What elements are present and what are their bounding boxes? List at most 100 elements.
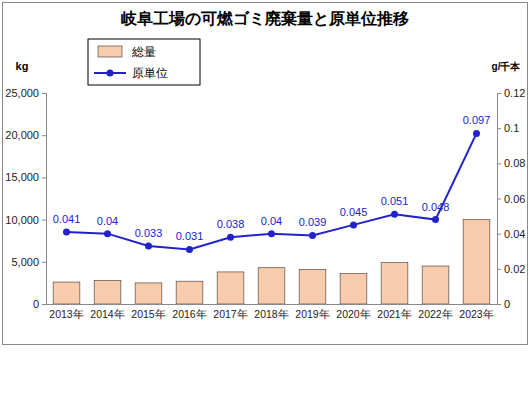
- tick-label: 2016年: [172, 308, 206, 320]
- legend-label: 総量: [131, 45, 156, 59]
- tick-mark: [497, 234, 501, 235]
- tick: 25,000: [5, 87, 46, 99]
- legend-box: [88, 39, 200, 85]
- data-label: 0.038: [217, 218, 245, 230]
- y2-axis: 0 0.02 0.04 0.06 0.08 0.1 0.12: [497, 87, 525, 310]
- data-label: 0.097: [463, 114, 491, 126]
- tick-label: 2014年: [90, 308, 124, 320]
- bar: [135, 283, 162, 304]
- data-label: 0.039: [299, 216, 327, 228]
- tick-label: 0: [504, 298, 510, 310]
- tick-label: 0.08: [504, 157, 525, 169]
- tick-mark: [497, 163, 501, 164]
- tick-label: 5,000: [11, 256, 39, 268]
- tick-label: 2023年: [459, 308, 493, 320]
- tick: 2019年: [295, 304, 329, 320]
- tick: 0.08: [497, 157, 525, 169]
- axis-line: [498, 94, 502, 305]
- tick: 2016年: [172, 304, 206, 320]
- chart-frame: [3, 3, 528, 345]
- tick: 0.12: [497, 87, 525, 99]
- marker: [145, 242, 152, 249]
- data-label: 0.04: [261, 215, 282, 227]
- tick: 0.02: [497, 263, 525, 275]
- tick: 0.06: [497, 193, 525, 205]
- data-label: 0.041: [53, 213, 81, 225]
- bar: [217, 272, 244, 304]
- tick: 2017年: [213, 304, 247, 320]
- tick: 20,000: [5, 129, 46, 141]
- marker: [104, 230, 111, 237]
- tick-label: 0.12: [504, 87, 525, 99]
- tick: 2020年: [336, 304, 370, 320]
- tick: 0.1: [497, 122, 519, 134]
- marker: [63, 228, 70, 235]
- tick: 10,000: [5, 214, 46, 226]
- tick: 2023年: [459, 304, 493, 320]
- marker: [432, 216, 439, 223]
- tick-label: 0.04: [504, 228, 525, 240]
- y-axis-title: kg: [16, 60, 29, 72]
- marker: [473, 130, 480, 137]
- legend-swatch: [98, 46, 122, 57]
- bar: [340, 274, 367, 304]
- axis-line: [42, 94, 47, 305]
- tick-label: 0.1: [504, 122, 519, 134]
- tick: 0.04: [497, 228, 525, 240]
- tick-mark: [42, 304, 46, 305]
- tick: 0: [497, 298, 510, 310]
- tick: 2013年: [49, 304, 83, 320]
- marker: [186, 246, 193, 253]
- marker: [350, 221, 357, 228]
- tick-label: 2020年: [336, 308, 370, 320]
- tick-label: 10,000: [5, 214, 39, 226]
- marker: [227, 234, 234, 241]
- bar: [258, 268, 285, 304]
- tick-label: 0.02: [504, 263, 525, 275]
- tick: 0: [33, 298, 46, 310]
- tick-mark: [42, 262, 46, 263]
- tick: 2015年: [131, 304, 165, 320]
- tick: 2021年: [377, 304, 411, 320]
- marker: [268, 230, 275, 237]
- data-label: 0.04: [97, 215, 118, 227]
- tick-label: 20,000: [5, 129, 39, 141]
- bar: [381, 263, 408, 304]
- tick-label: 2022年: [418, 308, 452, 320]
- tick: 2018年: [254, 304, 288, 320]
- tick-mark: [42, 177, 46, 178]
- bar: [176, 281, 203, 304]
- tick-mark: [497, 128, 501, 129]
- legend-marker: [107, 70, 114, 77]
- tick-mark: [497, 269, 501, 270]
- bar: [299, 269, 326, 304]
- tick-label: 0.06: [504, 193, 525, 205]
- tick-label: 2013年: [49, 308, 83, 320]
- tick-mark: [42, 220, 46, 221]
- data-labels: 0.0410.040.0330.0310.0380.040.0390.0450.…: [53, 114, 491, 242]
- tick-label: 15,000: [5, 171, 39, 183]
- tick-mark: [42, 135, 46, 136]
- data-label: 0.048: [422, 201, 450, 213]
- tick-mark: [42, 93, 46, 94]
- bar: [94, 280, 121, 304]
- data-label: 0.045: [340, 206, 368, 218]
- title: 岐阜工場の可燃ゴミ廃棄量と原単位推移: [121, 9, 409, 27]
- tick-label: 2018年: [254, 308, 288, 320]
- tick-label: 2019年: [295, 308, 329, 320]
- marker: [309, 232, 316, 239]
- bar: [53, 282, 80, 304]
- tick-mark: [497, 304, 501, 305]
- data-label: 0.051: [381, 195, 409, 207]
- tick-label: 25,000: [5, 87, 39, 99]
- tick: 5,000: [11, 256, 46, 268]
- tick-label: 2021年: [377, 308, 411, 320]
- y-axis: 0 5,000 10,000 15,000 20,000 25,000: [5, 87, 46, 310]
- axis-line: [47, 304, 498, 305]
- tick-mark: [497, 199, 501, 200]
- tick-label: 2017年: [213, 308, 247, 320]
- tick: 2022年: [418, 304, 452, 320]
- data-label: 0.033: [135, 227, 163, 239]
- legend-label: 原単位: [132, 66, 168, 80]
- chart: 岐阜工場の可燃ゴミ廃棄量と原単位推移0.0410.040.0330.0310.0…: [0, 0, 531, 406]
